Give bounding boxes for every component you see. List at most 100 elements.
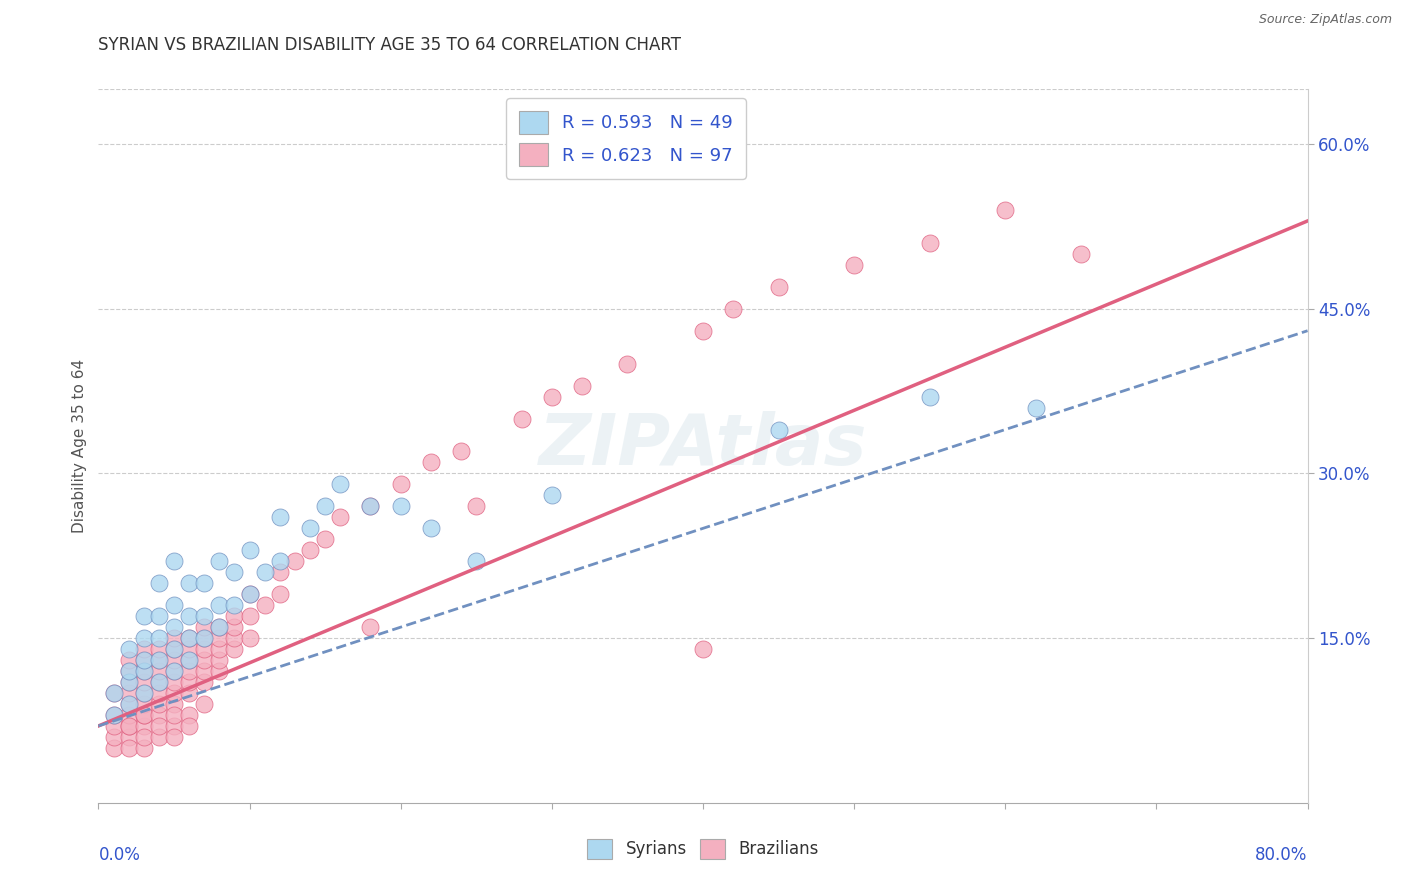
Point: [132, 730, 155, 744]
Point: [163, 598, 186, 612]
Point: [768, 280, 790, 294]
Point: [179, 719, 201, 733]
Point: [224, 598, 246, 612]
Point: [148, 719, 170, 733]
Point: [269, 587, 291, 601]
Point: [163, 730, 186, 744]
Point: [179, 664, 201, 678]
Point: [389, 500, 412, 514]
Point: [179, 576, 201, 591]
Point: [224, 566, 246, 580]
Point: [193, 653, 215, 667]
Point: [253, 566, 276, 580]
Point: [540, 390, 562, 404]
Point: [103, 719, 125, 733]
Point: [163, 708, 186, 723]
Point: [163, 697, 186, 711]
Point: [208, 554, 231, 568]
Point: [132, 653, 155, 667]
Point: [360, 500, 382, 514]
Point: [163, 653, 186, 667]
Text: SYRIAN VS BRAZILIAN DISABILITY AGE 35 TO 64 CORRELATION CHART: SYRIAN VS BRAZILIAN DISABILITY AGE 35 TO…: [98, 36, 682, 54]
Y-axis label: Disability Age 35 to 64: Disability Age 35 to 64: [72, 359, 87, 533]
Point: [118, 653, 141, 667]
Point: [616, 357, 638, 371]
Point: [118, 686, 141, 700]
Point: [314, 533, 336, 547]
Point: [118, 675, 141, 690]
Point: [269, 566, 291, 580]
Point: [179, 653, 201, 667]
Point: [163, 620, 186, 634]
Point: [224, 609, 246, 624]
Point: [132, 708, 155, 723]
Point: [692, 324, 714, 338]
Point: [299, 521, 322, 535]
Point: [148, 708, 170, 723]
Point: [239, 609, 262, 624]
Point: [1070, 247, 1092, 261]
Point: [193, 620, 215, 634]
Point: [389, 477, 412, 491]
Point: [208, 620, 231, 634]
Point: [420, 521, 443, 535]
Point: [329, 477, 352, 491]
Point: [118, 697, 141, 711]
Point: [118, 697, 141, 711]
Point: [540, 488, 562, 502]
Point: [118, 730, 141, 744]
Point: [132, 642, 155, 657]
Point: [224, 620, 246, 634]
Point: [132, 664, 155, 678]
Point: [193, 697, 215, 711]
Point: [103, 708, 125, 723]
Point: [103, 730, 125, 744]
Point: [132, 719, 155, 733]
Point: [284, 554, 307, 568]
Point: [193, 631, 215, 645]
Point: [193, 675, 215, 690]
Point: [163, 686, 186, 700]
Point: [132, 609, 155, 624]
Point: [118, 740, 141, 755]
Point: [239, 543, 262, 558]
Point: [179, 631, 201, 645]
Point: [179, 708, 201, 723]
Point: [208, 642, 231, 657]
Point: [994, 202, 1017, 217]
Point: [163, 554, 186, 568]
Point: [465, 500, 488, 514]
Point: [103, 708, 125, 723]
Point: [132, 740, 155, 755]
Point: [148, 697, 170, 711]
Point: [193, 576, 215, 591]
Point: [269, 554, 291, 568]
Point: [148, 642, 170, 657]
Point: [163, 719, 186, 733]
Point: [118, 708, 141, 723]
Point: [253, 598, 276, 612]
Point: [239, 587, 262, 601]
Point: [163, 664, 186, 678]
Point: [148, 653, 170, 667]
Point: [179, 686, 201, 700]
Point: [132, 664, 155, 678]
Point: [163, 631, 186, 645]
Point: [132, 631, 155, 645]
Point: [132, 697, 155, 711]
Text: ZIPAtlas: ZIPAtlas: [538, 411, 868, 481]
Point: [103, 686, 125, 700]
Legend: Syrians, Brazilians: Syrians, Brazilians: [581, 832, 825, 866]
Point: [163, 642, 186, 657]
Point: [118, 664, 141, 678]
Point: [148, 730, 170, 744]
Point: [179, 642, 201, 657]
Point: [148, 609, 170, 624]
Point: [571, 378, 593, 392]
Point: [132, 686, 155, 700]
Point: [269, 510, 291, 524]
Point: [148, 675, 170, 690]
Point: [450, 444, 472, 458]
Point: [299, 543, 322, 558]
Point: [918, 390, 941, 404]
